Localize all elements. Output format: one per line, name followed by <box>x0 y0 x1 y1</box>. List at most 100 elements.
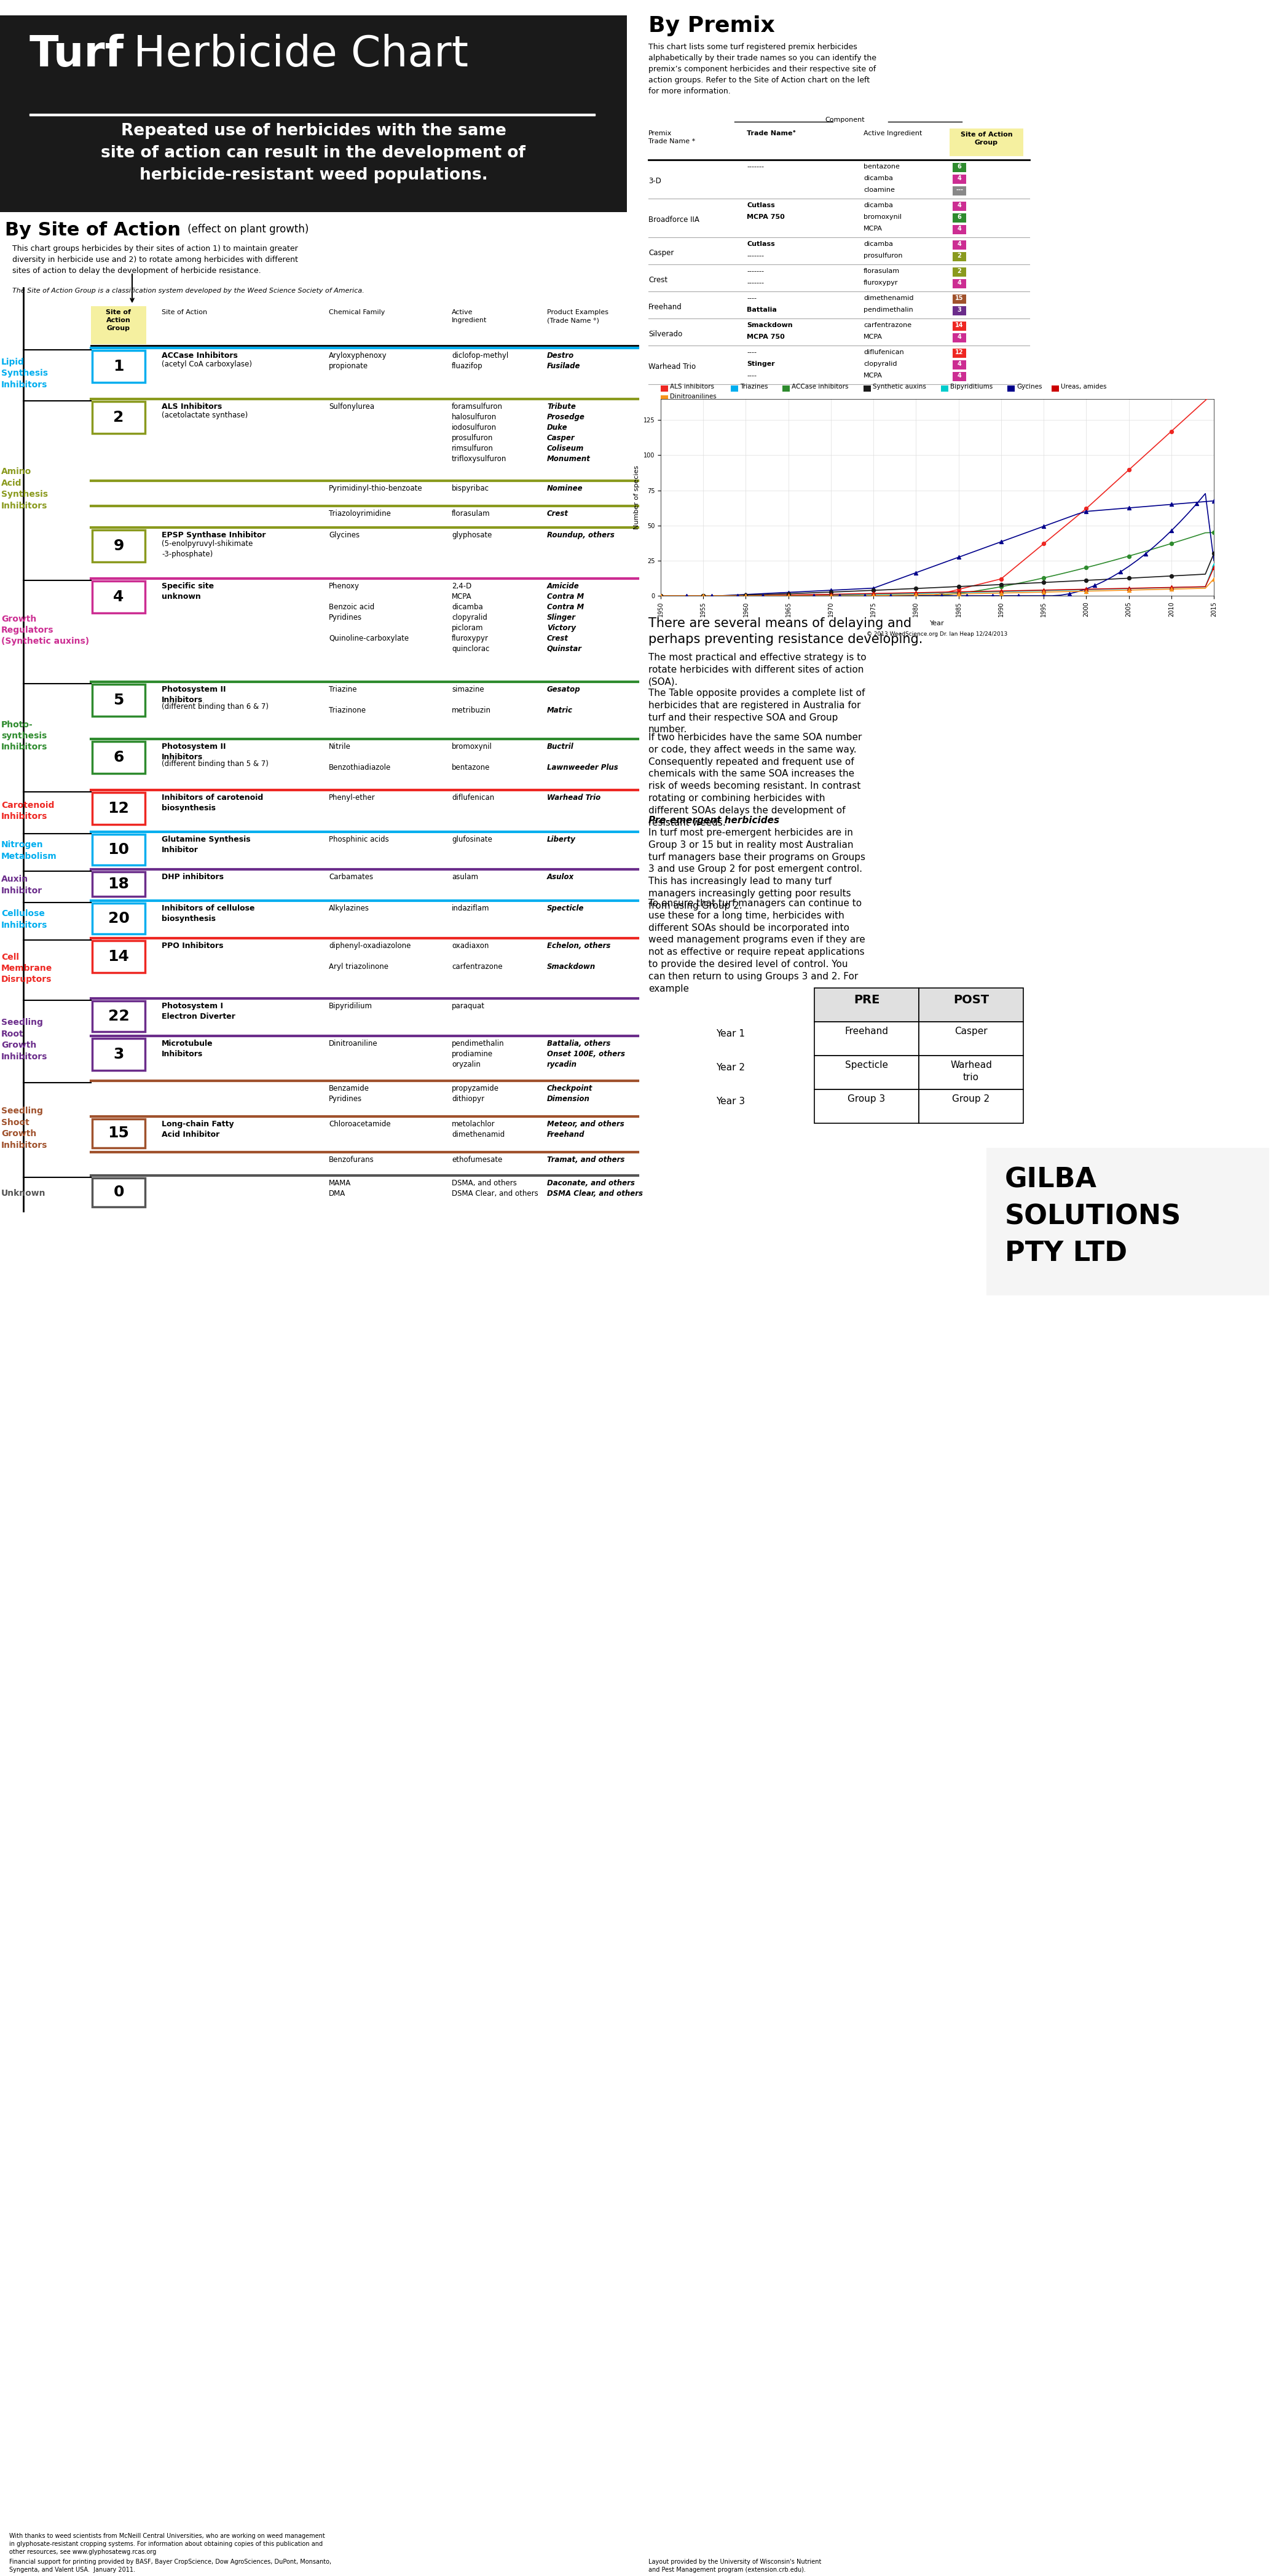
Triazines <box>1033 505 1054 546</box>
Text: Amino
Acid
Synthesis
Inhibitors: Amino Acid Synthesis Inhibitors <box>1 466 48 510</box>
Ureas, amides <box>1077 569 1097 611</box>
Text: 2: 2 <box>113 410 125 425</box>
Bar <box>92 1175 638 1208</box>
Text: PRE: PRE <box>854 994 880 1005</box>
Text: ----: ---- <box>747 374 756 379</box>
Text: By Premix: By Premix <box>648 15 775 36</box>
Text: dicamba: dicamba <box>863 175 894 180</box>
ALS inhibitors <box>651 574 671 616</box>
Text: Photo-
synthesis
Inhibitors: Photo- synthesis Inhibitors <box>1 721 47 752</box>
Dinitroanilines <box>736 574 756 616</box>
Bipyriditiums <box>1204 544 1224 585</box>
Text: Tribute
Prosedge
Duke
Casper
Coliseum
Monument: Tribute Prosedge Duke Casper Coliseum Mo… <box>547 402 591 464</box>
Bipyriditiums <box>991 572 1012 613</box>
Synthetic auxins <box>948 567 969 608</box>
Gycines <box>932 574 952 616</box>
Dinitroanilines <box>1204 559 1224 600</box>
Triazines <box>651 574 671 616</box>
Synthetic auxins <box>906 567 927 608</box>
Ureas, amides <box>651 574 671 616</box>
Bipyriditiums <box>736 574 756 616</box>
Text: 2: 2 <box>957 252 961 258</box>
Text: Buctril

Lawnweeder Plus: Buctril Lawnweeder Plus <box>547 742 618 773</box>
Text: 12: 12 <box>956 350 963 355</box>
Bar <box>92 791 638 829</box>
Text: Battalia: Battalia <box>747 307 777 312</box>
Text: MAMA
DMA: MAMA DMA <box>329 1180 351 1198</box>
Text: GILBA: GILBA <box>1005 1167 1097 1193</box>
Bar <box>953 322 966 330</box>
Text: Sulfonylurea: Sulfonylurea <box>329 402 375 410</box>
Bipyriditiums <box>821 574 841 616</box>
Bar <box>953 361 966 368</box>
Triazines <box>863 567 883 608</box>
Dinitroanilines <box>991 572 1012 613</box>
Gycines <box>1059 574 1079 616</box>
Bar <box>953 371 966 381</box>
Text: 6: 6 <box>113 750 125 765</box>
Text: 0: 0 <box>113 1185 125 1200</box>
Text: Crest: Crest <box>547 510 568 518</box>
Gycines <box>702 574 722 616</box>
Bar <box>93 793 145 824</box>
Bar <box>949 129 1023 157</box>
Text: Smackdown: Smackdown <box>747 322 793 327</box>
Text: Bipyridilium: Bipyridilium <box>329 1002 372 1010</box>
Text: Dinitroaniline: Dinitroaniline <box>329 1041 377 1048</box>
ALS inhibitors <box>1118 448 1139 489</box>
Bar <box>92 832 638 868</box>
Dinitroanilines <box>1118 569 1139 611</box>
Bar <box>92 399 638 479</box>
Text: MCPA: MCPA <box>863 335 882 340</box>
Text: Warhead
trio: Warhead trio <box>951 1061 991 1082</box>
Gycines <box>727 574 747 616</box>
Bipyriditiums <box>906 572 927 613</box>
Dinitroanilines <box>1162 569 1182 611</box>
Text: Cutlass: Cutlass <box>747 204 775 209</box>
Text: 9: 9 <box>113 538 125 554</box>
Text: ----: ---- <box>747 350 756 355</box>
Text: Triazoloyrimidine: Triazoloyrimidine <box>329 510 390 518</box>
Bar <box>919 1056 1023 1090</box>
Text: 22: 22 <box>108 1010 130 1023</box>
Bipyriditiums <box>693 574 713 616</box>
Triazines <box>991 520 1012 562</box>
Text: 6: 6 <box>957 162 961 170</box>
Text: By Site of Action: By Site of Action <box>5 222 180 240</box>
Ureas, amides <box>1033 569 1054 611</box>
ALS inhibitors <box>863 574 883 616</box>
Text: Site of
Action
Group: Site of Action Group <box>105 309 131 332</box>
Triazines <box>693 574 713 616</box>
Text: Asulox: Asulox <box>547 873 574 881</box>
Synthetic auxins <box>1162 556 1182 598</box>
ALS inhibitors <box>906 574 927 616</box>
Text: Battalia, others
Onset 100E, others
rycadin: Battalia, others Onset 100E, others ryca… <box>547 1041 625 1069</box>
ACCase inhibitors <box>991 567 1012 608</box>
Dinitroanilines <box>906 574 927 616</box>
Text: fluroxypyr: fluroxypyr <box>863 281 899 286</box>
Bar <box>93 835 145 866</box>
Text: MCPA 750: MCPA 750 <box>747 214 784 219</box>
Text: 3: 3 <box>113 1046 125 1061</box>
Text: bromoxynil

bentazone: bromoxynil bentazone <box>451 742 492 773</box>
Text: To ensure that turf managers can continue to
use these for a long time, herbicid: To ensure that turf managers can continu… <box>648 899 866 994</box>
Text: Group 3: Group 3 <box>848 1095 886 1103</box>
Text: Crest: Crest <box>648 276 667 283</box>
Bar <box>92 938 638 997</box>
ALS inhibitors <box>1162 410 1182 451</box>
Text: EPSP Synthase Inhibitor: EPSP Synthase Inhibitor <box>161 531 266 538</box>
Text: Benzamide
Pyridines: Benzamide Pyridines <box>329 1084 370 1103</box>
Text: bispyribac: bispyribac <box>451 484 489 492</box>
Synthetic auxins <box>778 572 798 613</box>
Text: simazine

metribuzin: simazine metribuzin <box>451 685 491 714</box>
Text: ALS Inhibitors: ALS Inhibitors <box>161 402 222 410</box>
Text: Site of Action: Site of Action <box>161 309 207 314</box>
Text: foramsulfuron
halosulfuron
iodosulfuron
prosulfuron
rimsulfuron
trifloxysulfuron: foramsulfuron halosulfuron iodosulfuron … <box>451 402 507 464</box>
Text: Unknown: Unknown <box>1 1190 46 1198</box>
Text: -------: ------- <box>747 268 764 273</box>
Text: 3-D: 3-D <box>648 178 661 185</box>
Text: Amicide
Contra M
Contra M
Slinger
Victory
Crest
Quinstar: Amicide Contra M Contra M Slinger Victor… <box>547 582 585 652</box>
Dinitroanilines <box>821 574 841 616</box>
Text: Inhibitors of cellulose
biosynthesis: Inhibitors of cellulose biosynthesis <box>161 904 254 922</box>
Bar <box>953 268 966 276</box>
